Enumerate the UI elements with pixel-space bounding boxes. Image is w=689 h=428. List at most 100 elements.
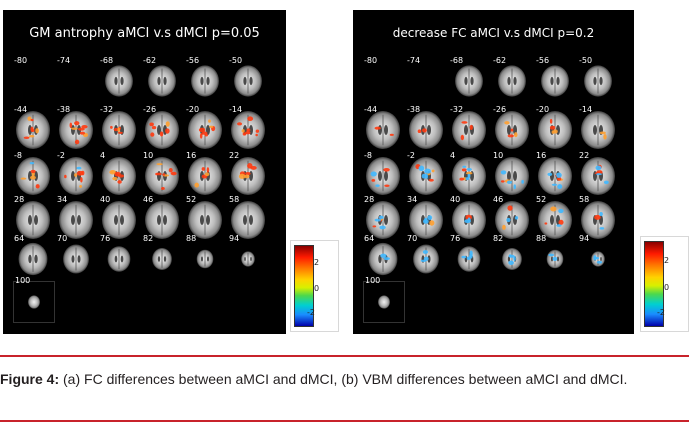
brain-slice — [56, 200, 96, 240]
slice-label: 58 — [579, 195, 590, 204]
brain-slice — [449, 200, 489, 240]
slice-label: -68 — [450, 56, 464, 65]
brain-slice — [56, 61, 96, 101]
brain-slice — [449, 239, 489, 279]
slice-label: 4 — [100, 151, 106, 160]
slice-label: -62 — [143, 56, 157, 65]
slice-label: -14 — [229, 105, 243, 114]
brain-slice — [535, 110, 575, 150]
brain-slice — [185, 110, 225, 150]
slice-label: 22 — [579, 151, 590, 160]
slice-label: 34 — [407, 195, 418, 204]
caption-bottom-rule — [0, 420, 689, 422]
brain-slice — [13, 281, 55, 323]
brain-slice — [99, 156, 139, 196]
slice-label: 34 — [57, 195, 68, 204]
slice-label: 70 — [57, 234, 68, 243]
brain-slice — [13, 61, 53, 101]
brain-slice — [185, 239, 225, 279]
brain-slice — [142, 156, 182, 196]
slice-label: 64 — [14, 234, 25, 243]
slice-label: 16 — [536, 151, 547, 160]
panel-a-colorbar: 2 0 -2 — [290, 240, 339, 332]
colorbar-tick-low: -2 — [657, 308, 665, 317]
brain-slice — [13, 110, 53, 150]
slice-label: -2 — [407, 151, 415, 160]
brain-slice — [228, 61, 268, 101]
brain-slice — [406, 200, 446, 240]
brain-slice — [13, 156, 53, 196]
slice-label: -68 — [100, 56, 114, 65]
brain-slice — [363, 156, 403, 196]
brain-slice — [578, 156, 618, 196]
brain-slice — [535, 156, 575, 196]
slice-label: 40 — [100, 195, 111, 204]
slice-label: -44 — [364, 105, 378, 114]
brain-slice — [492, 200, 532, 240]
slice-label: 100 — [15, 276, 31, 285]
brain-slice — [363, 281, 405, 323]
slice-label: -26 — [493, 105, 507, 114]
brain-slice — [535, 200, 575, 240]
slice-label: -80 — [364, 56, 378, 65]
colorbar-tick-zero: 0 — [314, 284, 320, 293]
brain-slice — [492, 156, 532, 196]
slice-label: -32 — [100, 105, 114, 114]
slice-label: 4 — [450, 151, 456, 160]
brain-slice — [578, 110, 618, 150]
slice-label: -38 — [57, 105, 71, 114]
slice-label: 58 — [229, 195, 240, 204]
brain-slice — [535, 239, 575, 279]
brain-slice — [185, 156, 225, 196]
slice-label: -62 — [493, 56, 507, 65]
brain-slice — [406, 110, 446, 150]
brain-slice — [449, 61, 489, 101]
brain-slice — [13, 200, 53, 240]
panel-b-brain-slices: decrease FC aMCI v.s dMCI p=0.2 -80 -74 -6… — [353, 10, 634, 334]
slice-label: 16 — [186, 151, 197, 160]
brain-slice — [492, 239, 532, 279]
slice-label: -44 — [14, 105, 28, 114]
slice-label: -80 — [14, 56, 28, 65]
brain-slice — [228, 200, 268, 240]
slice-label: 10 — [493, 151, 504, 160]
slice-label: 46 — [143, 195, 154, 204]
slice-label: -56 — [536, 56, 550, 65]
caption-label: Figure 4: — [0, 371, 60, 387]
slice-label: 82 — [493, 234, 504, 243]
slice-label: 52 — [536, 195, 547, 204]
brain-slice — [449, 110, 489, 150]
brain-slice — [449, 156, 489, 196]
slice-label: -8 — [14, 151, 22, 160]
slice-label: 70 — [407, 234, 418, 243]
slice-label: 52 — [186, 195, 197, 204]
brain-slice — [142, 239, 182, 279]
brain-slice — [56, 239, 96, 279]
slice-label: 88 — [536, 234, 547, 243]
slice-label: -50 — [579, 56, 593, 65]
brain-slice-shape — [28, 295, 40, 309]
brain-slice — [578, 239, 618, 279]
slice-label: -20 — [536, 105, 550, 114]
slice-label: -38 — [407, 105, 421, 114]
slice-label: 82 — [143, 234, 154, 243]
slice-label: 94 — [229, 234, 240, 243]
brain-slice-shape — [378, 295, 390, 309]
slice-label: 88 — [186, 234, 197, 243]
brain-slice — [185, 200, 225, 240]
slice-label: 64 — [364, 234, 375, 243]
brain-slice — [406, 156, 446, 196]
brain-slice — [99, 239, 139, 279]
colorbar-tick-low: -2 — [307, 308, 315, 317]
colorbar-tick-zero: 0 — [664, 283, 670, 292]
slice-label: -26 — [143, 105, 157, 114]
slice-label: 22 — [229, 151, 240, 160]
brain-slice — [535, 61, 575, 101]
slice-label: -56 — [186, 56, 200, 65]
brain-slice — [142, 110, 182, 150]
caption-text: (a) FC differences between aMCI and dMCI… — [59, 371, 628, 387]
slice-label: -74 — [407, 56, 421, 65]
colorbar-tick-high: 2 — [314, 258, 320, 267]
brain-slice — [492, 61, 532, 101]
slice-label: 46 — [493, 195, 504, 204]
